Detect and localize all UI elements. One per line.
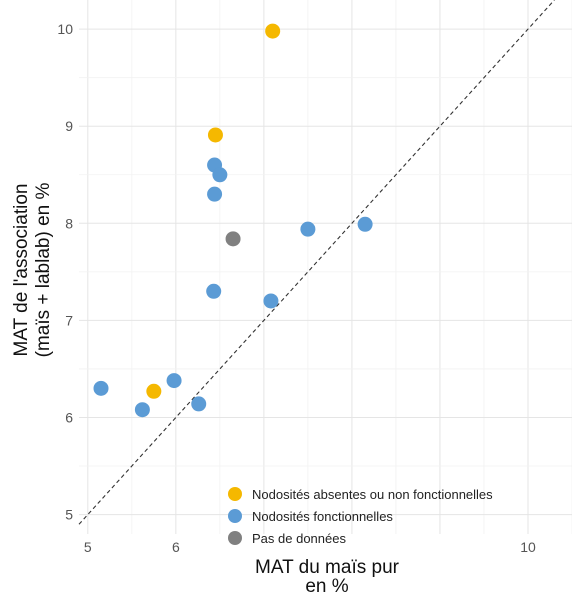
legend-label-functional: Nodosités fonctionnelles — [252, 509, 393, 524]
data-point — [206, 283, 222, 299]
y-tick-label: 6 — [65, 409, 73, 425]
legend-marker-no-data — [228, 531, 242, 545]
y-axis-title-line-2: (maïs + lablab) en % — [33, 183, 54, 358]
legend-label-absent: Nodosités absentes ou non fonctionnelles — [252, 487, 493, 502]
x-tick-label: 6 — [172, 539, 180, 555]
x-tick-label: 5 — [84, 539, 92, 555]
y-axis-title: MAT de l'association (maïs + lablab) en … — [11, 183, 54, 358]
reference-line-y-equals-x — [78, 0, 555, 525]
x-tick-label: 10 — [520, 539, 536, 555]
grid — [79, 0, 572, 534]
legend-marker-absent — [228, 487, 242, 501]
data-point — [265, 23, 281, 39]
data-point — [146, 383, 162, 399]
x-axis-title-line-2: en % — [305, 576, 348, 596]
y-axis-title-line-1: MAT de l'association — [11, 184, 32, 357]
x-axis-title-line-1: MAT du maïs pur — [255, 557, 400, 578]
x-axis-title: MAT du maïs pur en % — [255, 557, 400, 596]
y-tick-label: 10 — [57, 21, 73, 37]
data-points — [93, 23, 373, 418]
legend-label-no-data: Pas de données — [252, 531, 346, 546]
data-point — [93, 380, 109, 396]
y-tick-label: 8 — [65, 215, 73, 231]
data-point — [357, 216, 373, 232]
y-tick-label: 5 — [65, 507, 73, 523]
data-point — [207, 186, 223, 202]
data-point — [212, 167, 228, 183]
y-tick-label: 7 — [65, 312, 73, 328]
y-axis-ticks: 5 6 7 8 9 10 — [57, 21, 73, 522]
legend: Nodosités absentes ou non fonctionnelles… — [228, 487, 493, 546]
data-point — [166, 373, 182, 389]
data-point — [207, 127, 223, 143]
data-point — [191, 396, 207, 412]
data-point — [134, 402, 150, 418]
legend-marker-functional — [228, 509, 242, 523]
y-tick-label: 9 — [65, 118, 73, 134]
x-axis-ticks: 5 6 10 — [84, 539, 536, 555]
data-point — [263, 293, 279, 309]
data-point — [300, 221, 316, 237]
data-point — [225, 231, 241, 247]
